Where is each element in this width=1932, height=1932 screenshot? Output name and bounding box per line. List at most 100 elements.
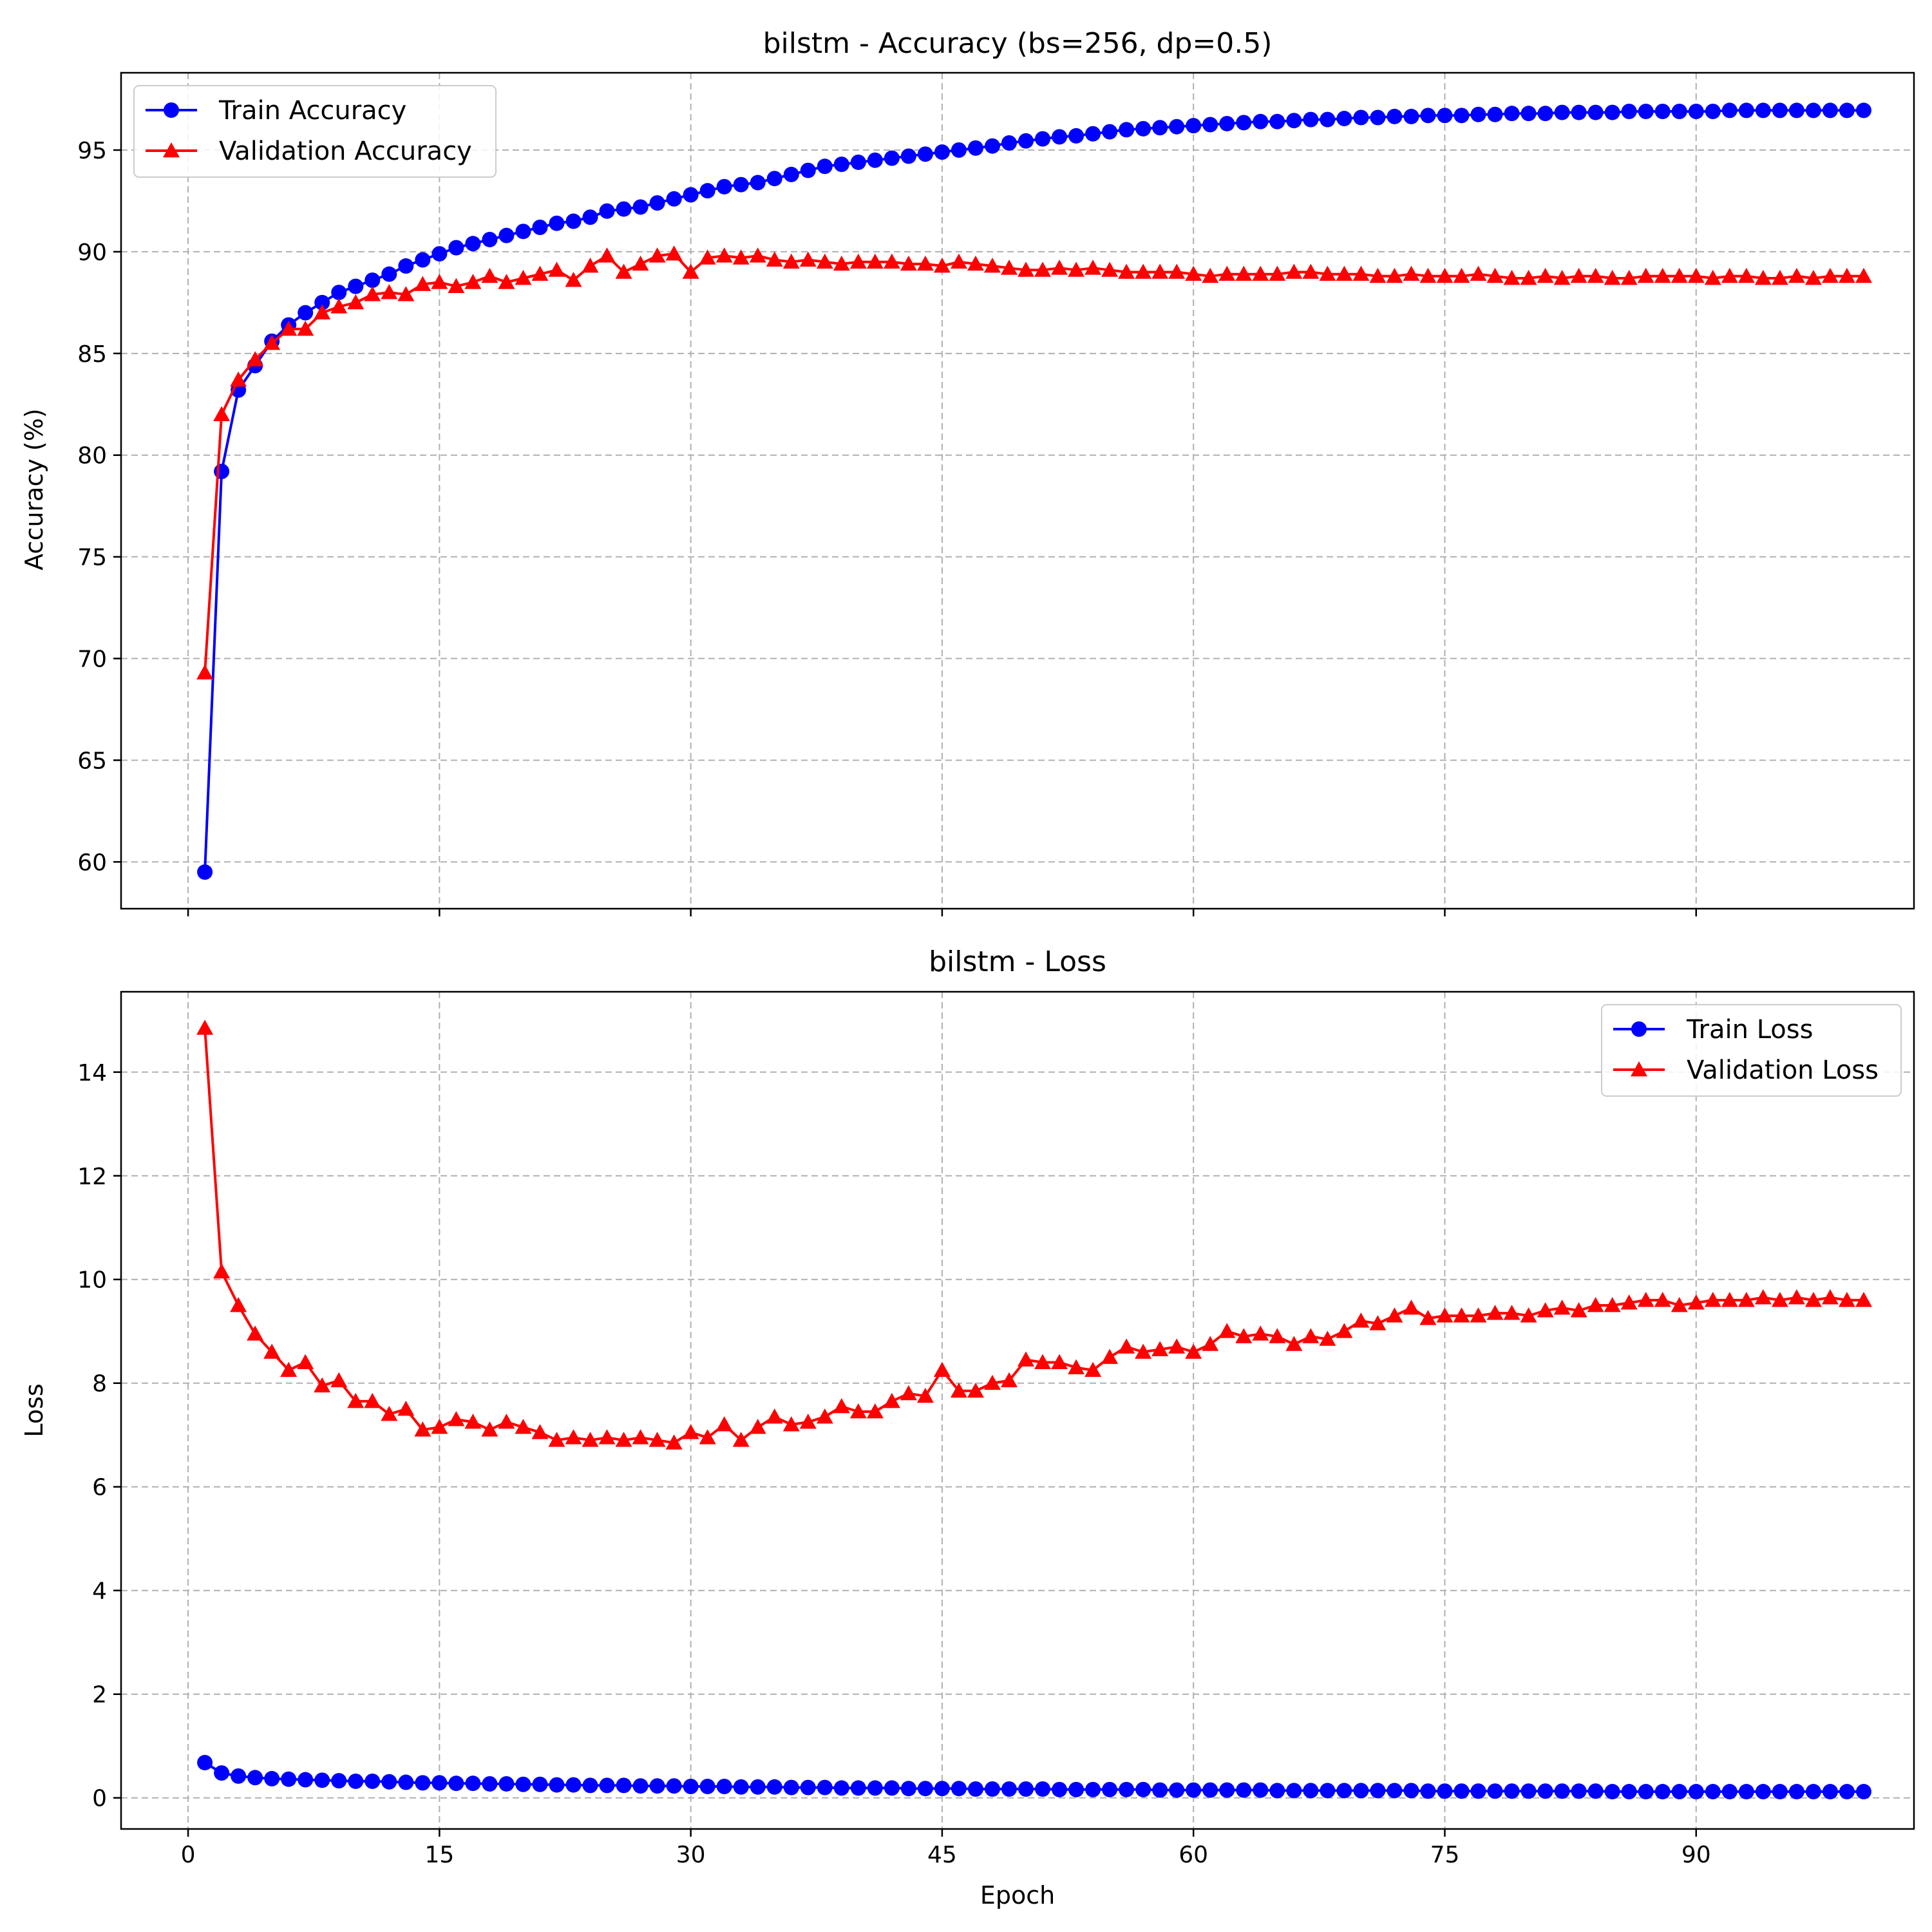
data-point <box>950 253 967 269</box>
data-point <box>1101 261 1119 277</box>
data-point <box>582 1777 598 1794</box>
data-point <box>1186 118 1202 134</box>
data-point <box>983 1374 1001 1390</box>
data-point <box>1570 1302 1587 1318</box>
data-point <box>699 249 716 265</box>
data-point <box>1721 1291 1738 1307</box>
data-point <box>1537 106 1553 122</box>
data-point <box>1353 1783 1369 1799</box>
data-point <box>482 231 498 247</box>
data-point <box>984 138 1000 154</box>
data-point <box>1755 102 1771 118</box>
y-tick-label: 75 <box>77 545 107 571</box>
data-point <box>214 463 230 479</box>
data-point <box>348 278 364 294</box>
data-point <box>1269 113 1285 129</box>
data-point <box>465 1776 481 1792</box>
y-tick-label: 0 <box>92 1786 107 1812</box>
legend-marker <box>1631 1021 1647 1037</box>
data-point <box>1018 261 1035 277</box>
data-point <box>515 269 532 285</box>
data-point <box>448 1776 464 1792</box>
data-point <box>1236 115 1252 131</box>
data-point <box>1804 269 1822 285</box>
y-tick-label: 70 <box>77 647 107 673</box>
data-point <box>1052 1781 1068 1797</box>
data-point <box>1621 1784 1637 1800</box>
data-point <box>1537 1783 1553 1799</box>
data-point <box>464 274 482 289</box>
data-point <box>364 1392 381 1408</box>
data-point <box>1671 1296 1688 1312</box>
data-point <box>1687 267 1705 283</box>
data-point <box>1236 1782 1252 1798</box>
data-point <box>431 1419 448 1434</box>
data-point <box>1387 108 1403 124</box>
data-point <box>682 263 699 279</box>
data-point <box>1604 1296 1621 1312</box>
data-point <box>866 253 884 269</box>
data-point <box>1738 102 1754 118</box>
data-point <box>933 258 951 273</box>
data-point <box>1654 104 1671 120</box>
data-point <box>1704 1291 1721 1307</box>
data-point <box>465 236 481 252</box>
data-point <box>1688 1784 1704 1800</box>
data-point <box>1151 263 1169 279</box>
x-tick-label: 45 <box>927 1842 957 1868</box>
legend-marker <box>163 142 180 158</box>
data-point <box>883 1392 900 1408</box>
data-point <box>849 1403 867 1419</box>
data-point <box>1688 104 1704 120</box>
data-point <box>1620 1294 1638 1310</box>
data-point <box>1520 1307 1537 1323</box>
data-point <box>833 1397 850 1414</box>
data-point <box>1821 267 1839 283</box>
data-point <box>1470 1307 1487 1323</box>
data-point <box>515 1419 532 1434</box>
data-point <box>381 266 397 282</box>
data-point <box>1370 1783 1386 1799</box>
data-point <box>1486 1305 1504 1320</box>
data-point <box>1403 1783 1419 1799</box>
data-point <box>1403 108 1419 124</box>
data-point <box>431 274 448 289</box>
data-point <box>1387 1783 1403 1799</box>
data-point <box>1320 1783 1336 1799</box>
legend-label: Train Accuracy <box>218 96 406 126</box>
data-point <box>247 1325 264 1341</box>
data-point <box>867 1780 883 1796</box>
data-point <box>314 1377 331 1393</box>
data-point <box>1403 1300 1420 1315</box>
data-point <box>1369 267 1387 283</box>
data-point <box>1269 265 1286 281</box>
data-point <box>1068 128 1084 144</box>
axis-ticks: 0 15 30 45 60 75 90 0 2 4 6 8 10 12 14 <box>77 1060 1710 1868</box>
data-point <box>816 1408 833 1424</box>
data-point <box>766 1779 782 1795</box>
data-point <box>1000 1372 1018 1388</box>
plot-frame <box>120 71 1915 910</box>
data-point <box>347 1392 365 1408</box>
data-point <box>1436 267 1454 283</box>
data-point <box>1336 111 1352 127</box>
data-point <box>967 140 983 156</box>
data-point <box>1152 120 1168 136</box>
data-point <box>230 371 247 387</box>
data-point <box>900 148 916 164</box>
data-point <box>1168 1338 1186 1354</box>
data-point <box>1286 1783 1302 1799</box>
data-point <box>1286 113 1302 129</box>
data-point <box>1152 1782 1168 1798</box>
data-point <box>934 1781 950 1797</box>
data-point <box>1102 124 1118 140</box>
legend-label: Validation Accuracy <box>219 137 472 166</box>
data-point <box>967 255 984 271</box>
data-point <box>1671 1784 1687 1800</box>
data-point <box>1068 261 1085 277</box>
plot-frame <box>120 990 1915 1830</box>
data-point <box>1654 267 1671 283</box>
data-point <box>1303 1783 1319 1799</box>
data-point <box>464 1414 482 1429</box>
